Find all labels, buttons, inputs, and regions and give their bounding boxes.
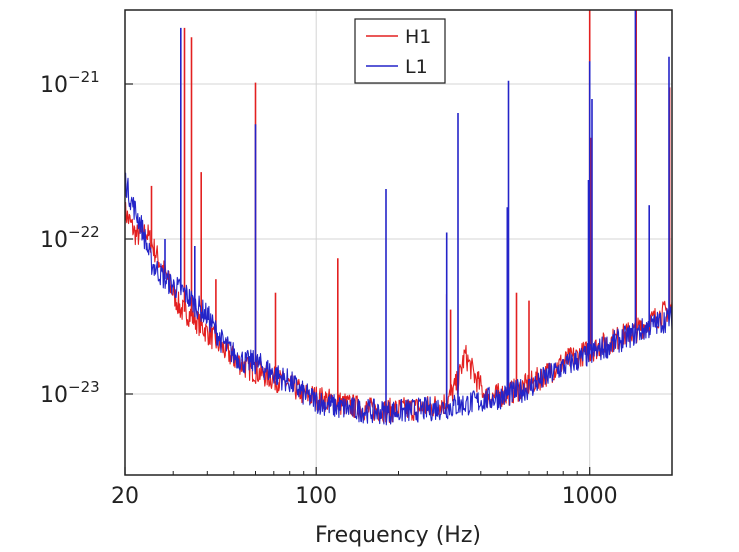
legend: H1 L1 [354, 18, 446, 84]
y-tick-base: 10 [40, 228, 68, 253]
y-tick-base: 10 [40, 383, 68, 408]
x-tick-label: 100 [295, 484, 337, 509]
y-tick-exponent: −22 [68, 223, 100, 241]
y-tick-exponent: −23 [68, 378, 100, 396]
series-l1-noise [125, 172, 672, 426]
plot-background [125, 10, 672, 475]
legend-box [354, 18, 446, 84]
x-axis-title: Frequency (Hz) [315, 523, 481, 548]
legend-label-h1: H1 [405, 26, 431, 48]
axis-ticks [124, 83, 673, 475]
y-tick-label: 10−21 [40, 68, 100, 98]
x-tick-label: 20 [111, 484, 139, 509]
y-tick-base: 10 [40, 73, 68, 98]
x-tick-label: 1000 [562, 484, 618, 509]
x-tick-labels: 20 100 1000 [111, 484, 618, 509]
series-layer [125, 10, 672, 426]
legend-label-l1: L1 [405, 56, 428, 78]
y-tick-label: 10−23 [40, 378, 100, 408]
y-tick-label: 10−22 [40, 223, 100, 253]
y-tick-exponent: −21 [68, 68, 100, 86]
